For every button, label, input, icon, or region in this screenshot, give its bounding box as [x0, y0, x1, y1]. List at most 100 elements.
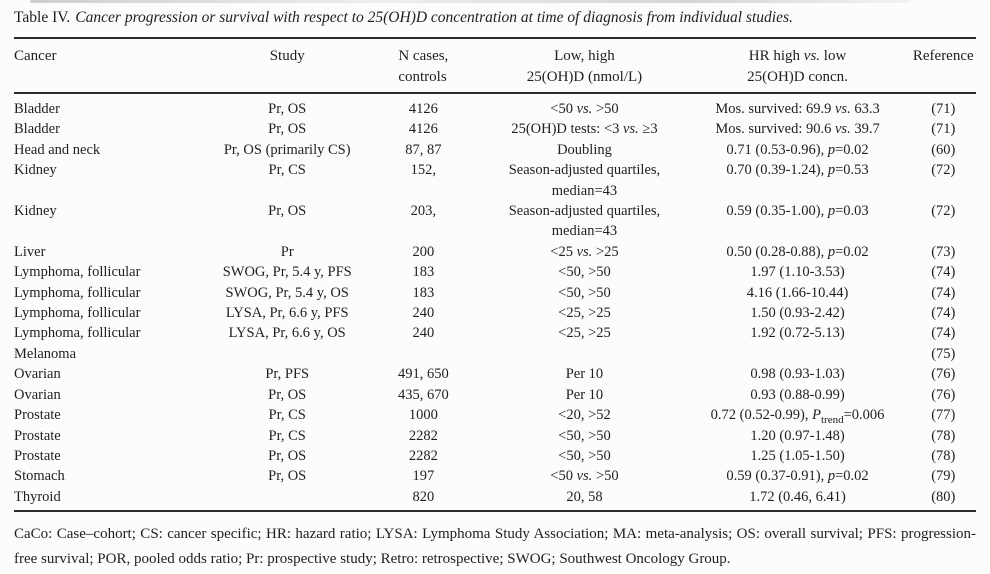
cell-hr-high-vs-low: 0.93 (0.88-0.99)	[750, 386, 845, 403]
cell-reference: (80)	[931, 488, 956, 505]
cell-study: Pr, OS	[268, 386, 307, 403]
table-row: Prostate Pr, CS 1000 <20, >52 0.72 (0.52-0.9…	[14, 405, 976, 425]
rule-top	[14, 37, 976, 39]
column-header-label: Reference	[912, 48, 974, 64]
column-header-label: HR high vs. low 25(OH)D concn.	[747, 48, 848, 85]
cell-reference: (74)	[931, 284, 956, 301]
cell-cancer: Thyroid	[14, 488, 61, 505]
cell-reference: (60)	[931, 141, 956, 158]
cell-study: Pr, OS	[268, 447, 307, 464]
table-row: Prostate Pr, OS 2282 <50, >50 1.25 (1.05-1.5…	[14, 446, 976, 466]
cell-study: Pr, PFS	[265, 366, 310, 383]
table-row: Head and neck Pr, OS (primarily CS) 87, 87…	[14, 140, 976, 160]
cell-study	[212, 487, 362, 510]
cell-study: Pr, CS	[268, 427, 306, 444]
cell-cancer: Lymphoma, follicular	[14, 284, 141, 301]
table-row: Bladder Pr, OS 4126 <50 vs. >50 Mos. survive…	[14, 93, 976, 119]
cell-study	[212, 344, 362, 364]
table-row: Stomach Pr, OS 197 <50 vs. >50 0.59 (0.37-0.…	[14, 466, 976, 486]
cell-n-cases-controls: 4126	[408, 101, 438, 117]
cell-cancer: Bladder	[14, 101, 60, 117]
cell-low-high-25ohd: Season-adjusted quartiles, median=43	[508, 203, 661, 240]
scan-artifact	[30, 0, 910, 3]
cell-cancer: Lymphoma, follicular	[14, 305, 141, 322]
results-table: Cancer Study N cases, controls Low, high 25(O…	[14, 39, 976, 510]
cell-reference: (78)	[931, 447, 956, 464]
cell-reference: (77)	[931, 407, 956, 424]
cell-hr-high-vs-low: 1.97 (1.10-3.53)	[750, 264, 845, 281]
cell-hr-high-vs-low: 1.92 (0.72-5.13)	[750, 325, 845, 342]
cell-low-high-25ohd: <25, >25	[558, 325, 611, 342]
cell-hr-high-vs-low: 1.50 (0.93-2.42)	[750, 305, 845, 322]
cell-hr-high-vs-low: 0.71 (0.53-0.96), p=0.02	[726, 141, 869, 158]
column-header-label: Study	[269, 48, 305, 64]
cell-study: LYSA, Pr, 6.6 y, PFS	[225, 305, 349, 322]
cell-study: SWOG, Pr, 5.4 y, OS	[225, 284, 349, 301]
column-header-label: N cases, controls	[398, 48, 449, 85]
column-header-study: Study	[212, 39, 363, 94]
column-header-low-high-25ohd: Low, high 25(OH)D (nmol/L)	[484, 39, 685, 94]
cell-reference: (73)	[931, 243, 956, 260]
column-header-hr-high-vs-low: HR high vs. low 25(OH)D concn.	[684, 39, 911, 94]
table-row: Melanoma (75)	[14, 344, 976, 364]
cell-hr-high-vs-low: 0.59 (0.35-1.00), p=0.03	[726, 203, 869, 220]
cell-low-high-25ohd: 25(OH)D tests: <3 vs. ≥3	[511, 121, 658, 138]
cell-low-high-25ohd: <50 vs. >50	[550, 468, 619, 485]
cell-study: LYSA, Pr, 6.6 y, OS	[228, 325, 346, 342]
column-header-reference: Reference	[910, 39, 976, 94]
cell-low-high-25ohd: <50, >50	[558, 264, 611, 281]
cell-reference: (76)	[931, 386, 956, 403]
cell-reference: (74)	[931, 264, 956, 281]
table-header: Cancer Study N cases, controls Low, high 25(O…	[14, 39, 976, 94]
cell-n-cases-controls: 4126	[408, 121, 438, 138]
cell-reference: (74)	[931, 305, 956, 322]
cell-cancer: Ovarian	[14, 366, 61, 383]
cell-cancer: Melanoma	[14, 345, 77, 362]
cell-hr-high-vs-low: 0.59 (0.37-0.91), p=0.02	[726, 468, 869, 485]
cell-n-cases-controls: 240	[412, 325, 435, 342]
cell-n-cases-controls: 2282	[408, 447, 438, 464]
cell-cancer: Lymphoma, follicular	[14, 325, 141, 342]
cell-hr-high-vs-low: 4.16 (1.66-10.44)	[746, 284, 849, 301]
cell-n-cases-controls	[362, 344, 484, 364]
rule-bottom	[14, 510, 976, 513]
cell-n-cases-controls: 820	[412, 488, 435, 505]
cell-study: Pr, OS	[268, 101, 307, 117]
cell-low-high-25ohd: Doubling	[557, 141, 612, 158]
cell-reference: (71)	[931, 101, 956, 117]
cell-n-cases-controls: 87, 87	[405, 141, 442, 158]
cell-study: SWOG, Pr, 5.4 y, PFS	[222, 264, 352, 281]
cell-reference: (76)	[931, 366, 956, 383]
cell-hr-high-vs-low: 1.20 (0.97-1.48)	[750, 427, 845, 444]
cell-hr-high-vs-low	[685, 344, 911, 364]
cell-study: Pr, OS	[268, 203, 307, 220]
cell-n-cases-controls: 203,	[410, 203, 436, 220]
cell-reference: (71)	[931, 121, 956, 138]
cell-low-high-25ohd: Season-adjusted quartiles, median=43	[508, 162, 661, 199]
cell-n-cases-controls: 183	[412, 264, 435, 281]
table-row: Liver Pr 200 <25 vs. >25 0.50 (0.28-0.88), p…	[14, 242, 976, 262]
cell-cancer: Kidney	[14, 162, 57, 179]
table-title: Table IV. Cancer progression or survival …	[14, 0, 976, 29]
cell-low-high-25ohd: <20, >52	[558, 407, 611, 424]
cell-hr-high-vs-low: 0.72 (0.52-0.99), Ptrend=0.006	[710, 407, 885, 426]
cell-low-high-25ohd: <50, >50	[558, 284, 611, 301]
cell-n-cases-controls: 1000	[408, 407, 438, 424]
cell-cancer: Kidney	[14, 203, 57, 220]
cell-cancer: Prostate	[14, 427, 61, 444]
cell-hr-high-vs-low: Mos. survived: 90.6 vs. 39.7	[715, 121, 880, 138]
cell-cancer: Ovarian	[14, 386, 61, 403]
table-row: Ovarian Pr, PFS 491, 650 Per 10 0.98 (0.93-1…	[14, 364, 976, 384]
cell-reference: (75)	[931, 345, 956, 362]
table-row: Lymphoma, follicular SWOG, Pr, 5.4 y, PFS…	[14, 262, 976, 282]
table-row: Bladder Pr, OS 4126 25(OH)D tests: <3 vs. ≥…	[14, 119, 976, 139]
cell-reference: (78)	[931, 427, 956, 444]
table-body: Bladder Pr, OS 4126 <50 vs. >50 Mos. survive…	[14, 93, 976, 510]
cell-hr-high-vs-low: Mos. survived: 69.9 vs. 63.3	[715, 101, 880, 117]
cell-low-high-25ohd: <50, >50	[558, 447, 611, 464]
cell-low-high-25ohd: <50 vs. >50	[550, 101, 619, 117]
cell-n-cases-controls: 491, 650	[397, 366, 449, 383]
table-footnote: CaCo: Case–cohort; CS: cancer specific; …	[14, 526, 976, 568]
cell-study: Pr, OS	[268, 468, 307, 485]
cell-hr-high-vs-low: 0.70 (0.39-1.24), p=0.53	[726, 162, 869, 179]
